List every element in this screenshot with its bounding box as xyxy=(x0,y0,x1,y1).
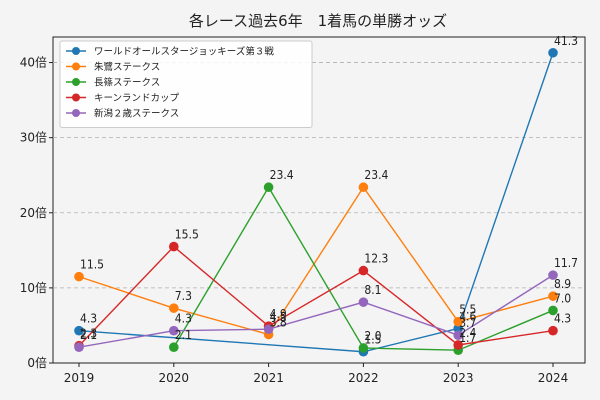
data-label: 8.1 xyxy=(364,283,381,297)
data-point xyxy=(358,265,369,276)
legend-marker xyxy=(72,93,80,102)
data-label: 1.5 xyxy=(364,333,381,347)
data-point xyxy=(169,325,179,336)
data-point xyxy=(453,316,464,327)
series-line xyxy=(78,274,554,348)
legend-marker xyxy=(72,62,80,71)
legend-item: ワールドオールスタージョッキーズ第３戦 xyxy=(66,46,274,58)
data-point xyxy=(169,303,179,313)
data-label: 3.8 xyxy=(270,315,287,329)
y-tick-label: 10倍 xyxy=(20,280,47,295)
data-point xyxy=(548,325,558,336)
data-label: 4.3 xyxy=(175,312,192,326)
x-tick-label: 2022 xyxy=(348,371,379,385)
y-tick-label: 40倍 xyxy=(20,55,47,70)
data-point xyxy=(358,297,369,307)
legend-box xyxy=(59,40,313,128)
data-label: 41.3 xyxy=(554,34,578,48)
series-3 xyxy=(169,182,558,356)
x-tick-label: 2023 xyxy=(443,371,474,385)
legend-label: 朱鷺ステークス xyxy=(94,61,160,73)
data-point xyxy=(548,47,558,58)
data-label: 2.1 xyxy=(80,328,97,342)
x-tick-label: 2021 xyxy=(253,371,284,385)
series-2 xyxy=(74,182,558,340)
axes: 0倍 10倍 20倍 30倍 40倍 2019 2020 2021 2022 2023 2024 xyxy=(20,55,569,385)
data-point xyxy=(453,340,464,350)
series-line xyxy=(78,52,554,353)
data-point xyxy=(74,271,84,282)
legend-marker xyxy=(72,47,80,55)
data-label: 2.4 xyxy=(459,326,476,340)
data-label: 3.7 xyxy=(459,316,476,330)
data-point xyxy=(358,343,369,353)
chart-title: 各レース過去6年 1着馬の単勝オッズ xyxy=(189,12,447,30)
data-label: 7.0 xyxy=(554,291,571,305)
data-label: 4.6 xyxy=(459,309,476,323)
y-tick-label: 20倍 xyxy=(20,205,47,220)
data-label: 5.5 xyxy=(459,303,476,317)
legend-item: 新潟２歳ステークス xyxy=(66,108,179,120)
legend-label: 新潟２歳ステークス xyxy=(94,108,179,120)
series-5 xyxy=(74,270,558,353)
data-label: 4.9 xyxy=(270,307,287,321)
legend-marker xyxy=(72,78,80,86)
data-point xyxy=(548,270,558,280)
legend-item: キーンランドカップ xyxy=(66,93,180,104)
legend-label: キーンランドカップ xyxy=(94,93,180,104)
data-label: 11.7 xyxy=(554,256,578,270)
data-point xyxy=(74,325,84,336)
x-tick-label: 2020 xyxy=(159,371,190,385)
grid-lines xyxy=(53,62,585,289)
data-label: 2.0 xyxy=(364,329,381,343)
y-tick-label: 30倍 xyxy=(20,130,47,145)
data-point xyxy=(169,342,179,353)
series-layer xyxy=(74,47,558,357)
data-label: 7.3 xyxy=(175,289,192,303)
data-label: 8.9 xyxy=(554,277,571,291)
data-label: 2.1 xyxy=(175,328,192,342)
series-line xyxy=(78,185,554,336)
data-label: 2.3 xyxy=(80,327,97,341)
y-tick-label: 0倍 xyxy=(27,355,47,370)
data-label: 4.5 xyxy=(270,310,287,324)
data-point xyxy=(453,323,464,334)
legend-label: ワールドオールスタージョッキーズ第３戦 xyxy=(94,46,274,58)
legend-label: 長篠ステークス xyxy=(94,77,160,89)
data-point xyxy=(358,182,369,193)
data-label: 23.4 xyxy=(364,168,388,182)
series-line xyxy=(78,245,554,347)
legend-marker xyxy=(72,109,80,117)
data-label: 4.3 xyxy=(80,312,97,326)
data-label: 4.3 xyxy=(554,312,571,326)
data-point xyxy=(263,324,274,334)
x-tick-label: 2024 xyxy=(538,371,569,385)
data-point xyxy=(169,241,179,252)
legend-item: 朱鷺ステークス xyxy=(66,61,160,73)
data-label: 12.3 xyxy=(364,252,388,266)
data-point xyxy=(74,342,84,353)
data-point xyxy=(548,291,558,301)
data-point xyxy=(263,182,274,193)
data-point xyxy=(453,330,464,341)
data-point xyxy=(548,305,558,316)
legend-item: 長篠ステークス xyxy=(66,77,160,89)
legend: ワールドオールスタージョッキーズ第３戦朱鷺ステークス長篠ステークスキーンランドカ… xyxy=(59,40,313,128)
data-label: 15.5 xyxy=(175,228,199,242)
data-label: 11.5 xyxy=(80,258,104,272)
x-tick-label: 2019 xyxy=(64,371,95,385)
data-label: 23.4 xyxy=(270,168,294,182)
data-label: 1.7 xyxy=(459,331,476,345)
data-labels: 4.3 1.5 4.6 41.3 11.5 7.3 3.8 23.4 5.5 8.9 2.1 23.4… xyxy=(80,34,578,347)
